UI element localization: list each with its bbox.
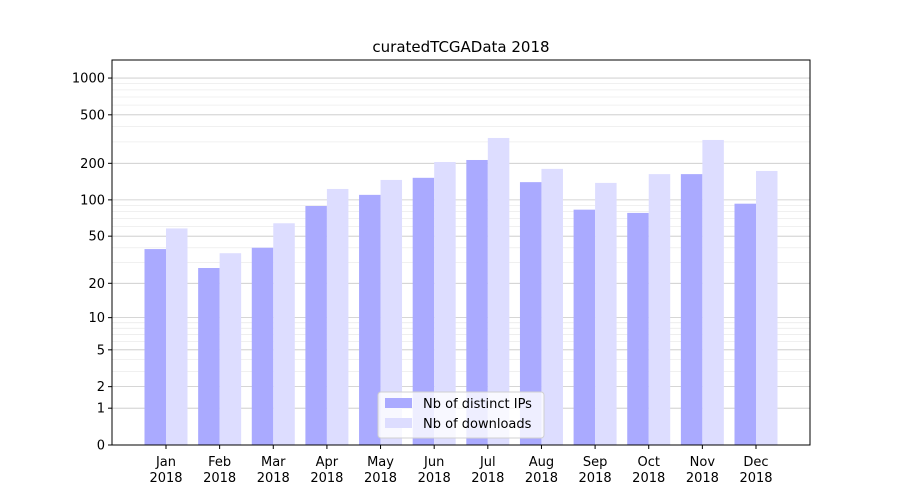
bar-distinct-ips [680,174,703,445]
bar-downloads [326,188,349,445]
y-tick-label: 50 [88,230,105,245]
bar-distinct-ips [198,268,220,445]
x-tick-label: Mar 2018 [257,455,290,486]
bar-downloads [702,139,724,445]
chart-title: curatedTCGAData 2018 [372,38,549,56]
bar-downloads [219,253,242,445]
y-tick-label: 500 [80,108,105,123]
legend-swatch [385,398,412,408]
x-tick-label: Apr 2018 [310,455,343,486]
x-tick-label: Nov 2018 [686,455,719,486]
bar-distinct-ips [251,247,274,445]
bar-distinct-ips [627,212,649,445]
bar-downloads [434,162,456,445]
y-tick-label: 2 [97,380,105,395]
legend: Nb of distinct IPs Nb of downloads [377,391,545,439]
legend-label: Nb of downloads [423,417,532,432]
bar-downloads [166,228,188,445]
y-tick-label: 20 [88,277,105,292]
x-tick-label: Jun 2018 [418,455,451,486]
bar-distinct-ips [144,249,166,445]
bar-downloads [756,170,778,445]
plot-frame [111,59,811,446]
bar-distinct-ips [573,209,596,445]
bar-downloads [380,179,403,446]
bar-distinct-ips [734,203,756,445]
x-tick-label: May 2018 [364,455,397,486]
x-tick-label: Oct 2018 [632,455,665,486]
y-tick-label: 0 [97,439,105,454]
x-tick-label: Aug 2018 [525,455,558,486]
x-tick-label: Jan 2018 [149,455,182,486]
x-tick-label: Feb 2018 [203,455,236,486]
y-tick-label: 200 [80,157,105,172]
legend-label: Nb of distinct IPs [423,397,532,412]
legend-swatch [385,418,412,428]
y-tick-label: 1 [97,402,105,417]
bar-distinct-ips [412,177,435,445]
bar-downloads [541,168,563,445]
bar-downloads [487,137,510,446]
y-tick-label: 5 [97,343,105,358]
y-tick-label: 100 [80,193,105,208]
x-tick-label: Sep 2018 [579,455,612,486]
bar-distinct-ips [466,159,488,445]
bar-distinct-ips [359,194,381,445]
bar-downloads [595,182,617,445]
bar-distinct-ips [305,205,327,445]
bar-distinct-ips [519,182,542,445]
bar-downloads [273,223,295,445]
y-tick-label: 1000 [72,72,105,87]
x-tick-label: Jul 2018 [471,455,504,486]
x-tick-label: Dec 2018 [739,455,772,486]
bar-downloads [648,174,671,445]
y-tick-label: 10 [88,311,105,326]
legend-box [377,391,545,439]
